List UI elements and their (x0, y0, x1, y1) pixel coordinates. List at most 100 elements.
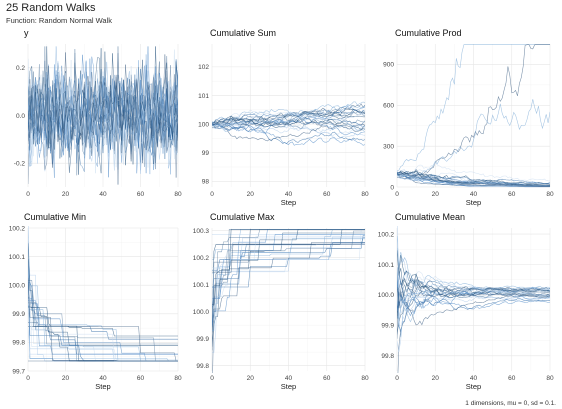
x-axis-title: Step (281, 198, 296, 207)
series-line-19 (397, 287, 550, 317)
x-tick-label: 0 (395, 375, 399, 382)
series-line-24 (212, 243, 365, 305)
panel-title: Cumulative Max (210, 212, 275, 222)
series-line-6 (28, 285, 178, 360)
series-line-10 (28, 60, 178, 164)
series-line-18 (212, 242, 365, 288)
series-line-22 (212, 244, 365, 268)
x-tick-label: 40 (285, 191, 293, 198)
series-line-1 (212, 232, 365, 347)
y-tick-label: 100.1 (193, 282, 210, 289)
x-tick-label: 0 (395, 191, 399, 198)
series-line-17 (212, 112, 365, 131)
series-line-14 (397, 169, 550, 185)
panel-1: 0 20 40 60 80 -0.2 0.0 0.2 y (14, 28, 182, 198)
series-line-21 (212, 111, 365, 130)
series-group (397, 44, 550, 188)
y-tick-label: 0 (390, 184, 394, 191)
series-line-8 (397, 44, 550, 177)
y-tick-label: 100.0 (193, 309, 210, 316)
series-group (397, 226, 550, 373)
series-line-23 (28, 280, 178, 345)
series-line-4 (397, 235, 550, 290)
y-tick-label: 900 (383, 62, 394, 69)
y-tick-label: 99.8 (12, 340, 25, 347)
series-line-24 (212, 119, 365, 133)
x-axis-title: Step (95, 382, 110, 391)
y-tick-label: 0.0 (16, 113, 25, 120)
panel-title: y (24, 28, 29, 38)
y-tick-label: 100 (198, 121, 209, 128)
series-line-20 (397, 174, 550, 187)
y-tick-label: 100.0 (378, 292, 395, 299)
x-tick-label: 40 (99, 191, 107, 198)
x-tick-label: 80 (174, 375, 182, 382)
x-tick-label: 20 (432, 191, 440, 198)
series-line-20 (397, 286, 550, 320)
series-line-18 (212, 122, 365, 144)
y-tick-label: 102 (198, 64, 209, 71)
series-line-21 (397, 175, 550, 187)
series-line-4 (397, 44, 550, 172)
y-tick-label: 98 (202, 179, 210, 186)
x-axis-title: Step (466, 198, 481, 207)
y-tick-label: 600 (383, 103, 394, 110)
chart-title: 25 Random Walks (6, 2, 96, 14)
x-tick-label: 40 (99, 375, 107, 382)
series-line-12 (397, 267, 550, 338)
panel-title: Cumulative Min (24, 212, 86, 222)
x-tick-label: 60 (323, 191, 331, 198)
x-tick-label: 80 (361, 375, 369, 382)
series-line-23 (212, 117, 365, 129)
y-tick-label: 99.9 (381, 323, 394, 330)
y-tick-label: 99.8 (381, 353, 394, 360)
series-line-22 (28, 238, 178, 361)
y-tick-label: 100.2 (378, 231, 395, 238)
panel-title: Cumulative Prod (395, 28, 462, 38)
panel-6: 0 20 40 60 80 99.8 99.9 100.0 100.1 100.2 Cumulati… (378, 212, 554, 391)
x-tick-label: 0 (26, 375, 30, 382)
y-tick-label: 101 (198, 93, 209, 100)
y-tick-label: 100.1 (9, 254, 26, 261)
series-line-22 (28, 65, 178, 168)
series-group (212, 229, 365, 373)
x-tick-label: 0 (26, 191, 30, 198)
series-line-5 (212, 236, 365, 274)
series-line-17 (397, 278, 550, 318)
x-tick-label: 40 (285, 375, 293, 382)
y-tick-label: 99.8 (196, 363, 209, 370)
panel-2: 0 20 40 60 80 98 99 100 101 102 Cumulative Sum Step (198, 28, 369, 207)
series-line-25 (397, 250, 550, 298)
series-line-25 (397, 169, 550, 185)
x-tick-label: 0 (210, 191, 214, 198)
series-line-9 (28, 307, 178, 346)
series-line-15 (28, 302, 178, 362)
series-line-25 (28, 243, 178, 362)
x-tick-label: 60 (137, 191, 145, 198)
series-line-21 (212, 237, 365, 353)
series-line-25 (212, 229, 365, 273)
series-line-6 (212, 229, 365, 312)
series-group (28, 226, 178, 362)
series-line-19 (212, 105, 365, 134)
x-tick-label: 60 (323, 375, 331, 382)
series-line-24 (397, 279, 550, 309)
series-line-3 (397, 173, 550, 188)
panel-5: 0 20 40 60 80 99.8 99.9 100.0 100.1 100.2 100.3Cum… (193, 212, 369, 391)
y-tick-label: 100.2 (9, 225, 26, 232)
x-tick-label: 60 (508, 375, 516, 382)
x-tick-label: 40 (470, 375, 478, 382)
x-tick-label: 60 (137, 375, 145, 382)
panel-4: 0 20 40 60 80 99.7 99.8 99.9 100.0 100.1 100.2 Cumu… (9, 212, 182, 391)
y-tick-label: 100.2 (193, 255, 210, 262)
y-tick-label: 99.7 (12, 368, 25, 375)
x-tick-label: 80 (546, 375, 554, 382)
x-tick-label: 80 (361, 191, 369, 198)
y-tick-label: 100.1 (378, 262, 395, 269)
y-tick-label: 99.9 (196, 336, 209, 343)
series-line-13 (397, 226, 550, 315)
x-tick-label: 80 (546, 191, 554, 198)
x-tick-label: 80 (174, 191, 182, 198)
panel-title: Cumulative Mean (395, 212, 465, 222)
series-group (212, 101, 365, 146)
